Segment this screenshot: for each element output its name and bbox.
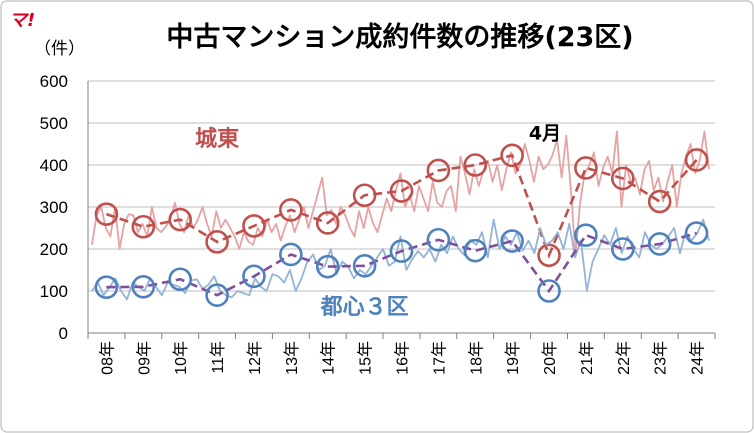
april-marker: [426, 158, 451, 183]
series-label-1: 都心３区: [320, 295, 409, 320]
x-tick-label: 12年: [246, 341, 264, 375]
y-axis-ticks: 0 100 200 300 400 500 600: [40, 72, 68, 343]
x-tick-label: 13年: [283, 341, 301, 375]
april-dashed-line: [106, 231, 697, 297]
april-marker: [94, 202, 119, 226]
x-tick-label: 11年: [209, 341, 227, 374]
april-marker: [205, 230, 229, 254]
april-marker: [574, 156, 598, 180]
april-marker: [168, 267, 193, 292]
series-label-0: 城東: [195, 126, 239, 152]
series-1: [91, 218, 710, 308]
y-tick-label: 200: [40, 240, 68, 259]
chart-title: 中古マンション成約件数の推移(23区): [166, 21, 633, 53]
x-tick-label: 21年: [578, 341, 596, 375]
series-0: [91, 130, 710, 268]
april-marker: [684, 148, 709, 172]
y-tick-label: 500: [40, 114, 68, 133]
x-tick-label: 19年: [504, 341, 522, 375]
x-tick-label: 20年: [541, 341, 559, 375]
april-marker: [537, 243, 561, 268]
x-tick-label: 08年: [98, 341, 116, 375]
april-marker: [500, 143, 524, 168]
april-annotation: 4月: [529, 123, 561, 145]
x-axis-ticks: 08年 09年 10年 11年 12年 13年 14年 15年 16年 17年 18年 19年 20年 2…: [87, 333, 716, 375]
april-marker: [315, 254, 340, 279]
april-marker: [279, 198, 303, 222]
april-marker: [352, 183, 377, 208]
x-tick-label: 10年: [172, 341, 190, 375]
april-marker: [463, 238, 488, 263]
grid-lines: [87, 80, 715, 334]
series-layer: [91, 130, 710, 308]
x-tick-label: 23年: [652, 341, 670, 375]
x-tick-label: 22年: [615, 341, 633, 375]
x-tick-label: 16年: [394, 341, 412, 375]
x-tick-label: 17年: [430, 341, 448, 375]
april-marker: [352, 253, 377, 278]
april-marker: [610, 166, 635, 191]
april-marker: [131, 274, 156, 299]
x-tick-label: 14年: [320, 341, 338, 375]
april-marker: [168, 207, 193, 232]
april-marker: [426, 227, 451, 252]
x-tick-label: 09年: [135, 341, 153, 375]
april-marker: [684, 221, 709, 245]
y-axis-unit: （件）: [34, 39, 85, 59]
april-marker: [242, 214, 266, 238]
monthly-line: [91, 130, 710, 257]
april-marker: [537, 279, 561, 303]
april-marker: [647, 232, 672, 256]
y-tick-label: 600: [40, 72, 68, 91]
y-tick-label: 0: [59, 324, 68, 343]
april-marker: [500, 229, 524, 253]
brand-logo: マ!: [9, 10, 35, 31]
x-tick-label: 18年: [467, 341, 485, 375]
april-marker: [242, 264, 266, 289]
april-marker: [389, 179, 414, 203]
x-tick-label: 15年: [357, 341, 375, 375]
y-tick-label: 300: [40, 198, 68, 217]
april-marker: [610, 237, 635, 261]
april-marker: [315, 211, 340, 235]
april-marker: [574, 223, 598, 247]
april-marker: [131, 214, 156, 239]
april-marker: [94, 275, 119, 300]
y-tick-label: 400: [40, 156, 68, 175]
april-marker: [463, 153, 488, 177]
april-marker: [205, 283, 229, 308]
x-tick-label: 24年: [689, 341, 707, 375]
april-dashed-line: [105, 153, 698, 259]
april-marker: [279, 242, 303, 267]
april-marker: [389, 239, 414, 263]
y-tick-label: 100: [40, 282, 68, 301]
monthly-line: [91, 218, 710, 301]
april-marker: [647, 189, 672, 214]
